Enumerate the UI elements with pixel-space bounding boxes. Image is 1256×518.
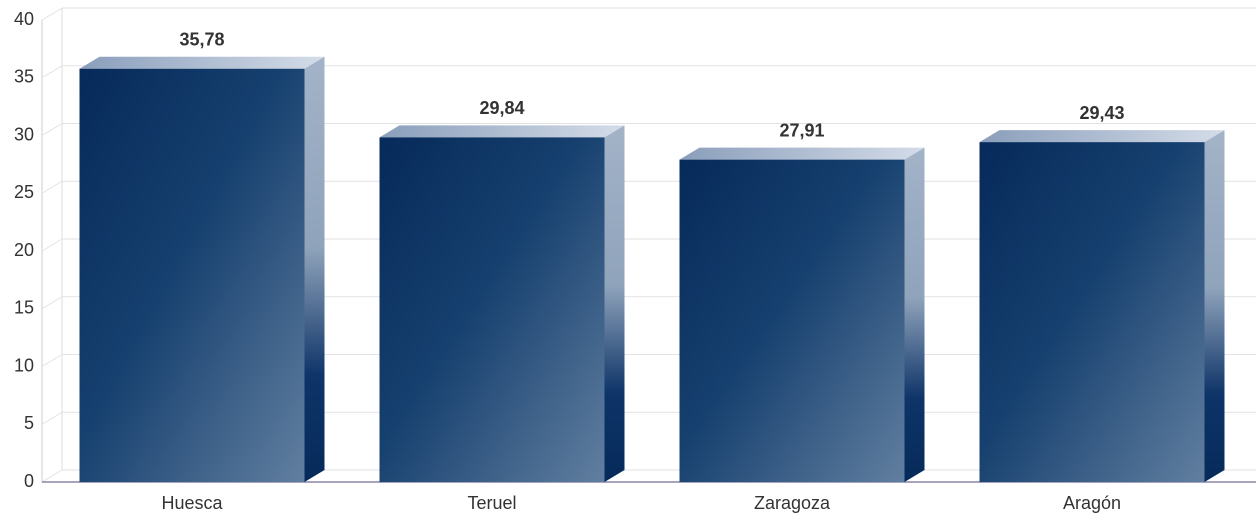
data-label: 35,78	[179, 29, 224, 49]
grid-line-wall	[41, 354, 63, 367]
y-tick-label: 10	[14, 355, 34, 375]
y-tick-label: 5	[24, 413, 34, 433]
x-tick-label: Zaragoza	[754, 493, 831, 513]
y-tick-label: 0	[24, 471, 34, 491]
grid-line-wall	[41, 411, 63, 425]
data-label: 27,91	[779, 120, 824, 140]
x-tick-label: Teruel	[467, 493, 516, 513]
grid-line-wall	[41, 123, 63, 136]
grid-line-wall	[41, 65, 63, 79]
grid-line-wall	[41, 7, 63, 21]
y-tick-label: 30	[14, 124, 34, 144]
bar	[379, 125, 625, 483]
bar	[679, 147, 925, 482]
y-tick-label: 25	[14, 182, 34, 202]
grid-line-wall	[41, 180, 63, 194]
bar	[79, 56, 325, 483]
data-label: 29,84	[479, 98, 524, 118]
y-tick-label: 20	[14, 240, 34, 260]
data-label: 29,43	[1079, 103, 1124, 123]
grid-line-wall	[41, 238, 63, 252]
y-tick-label: 15	[14, 298, 34, 318]
x-tick-label: Huesca	[161, 493, 223, 513]
x-tick-label: Aragón	[1063, 493, 1121, 513]
y-tick-label: 35	[14, 67, 34, 87]
grid-line-wall	[41, 469, 63, 483]
y-tick-label: 40	[14, 9, 34, 29]
grid-line-wall	[41, 296, 63, 310]
bar	[979, 130, 1225, 482]
